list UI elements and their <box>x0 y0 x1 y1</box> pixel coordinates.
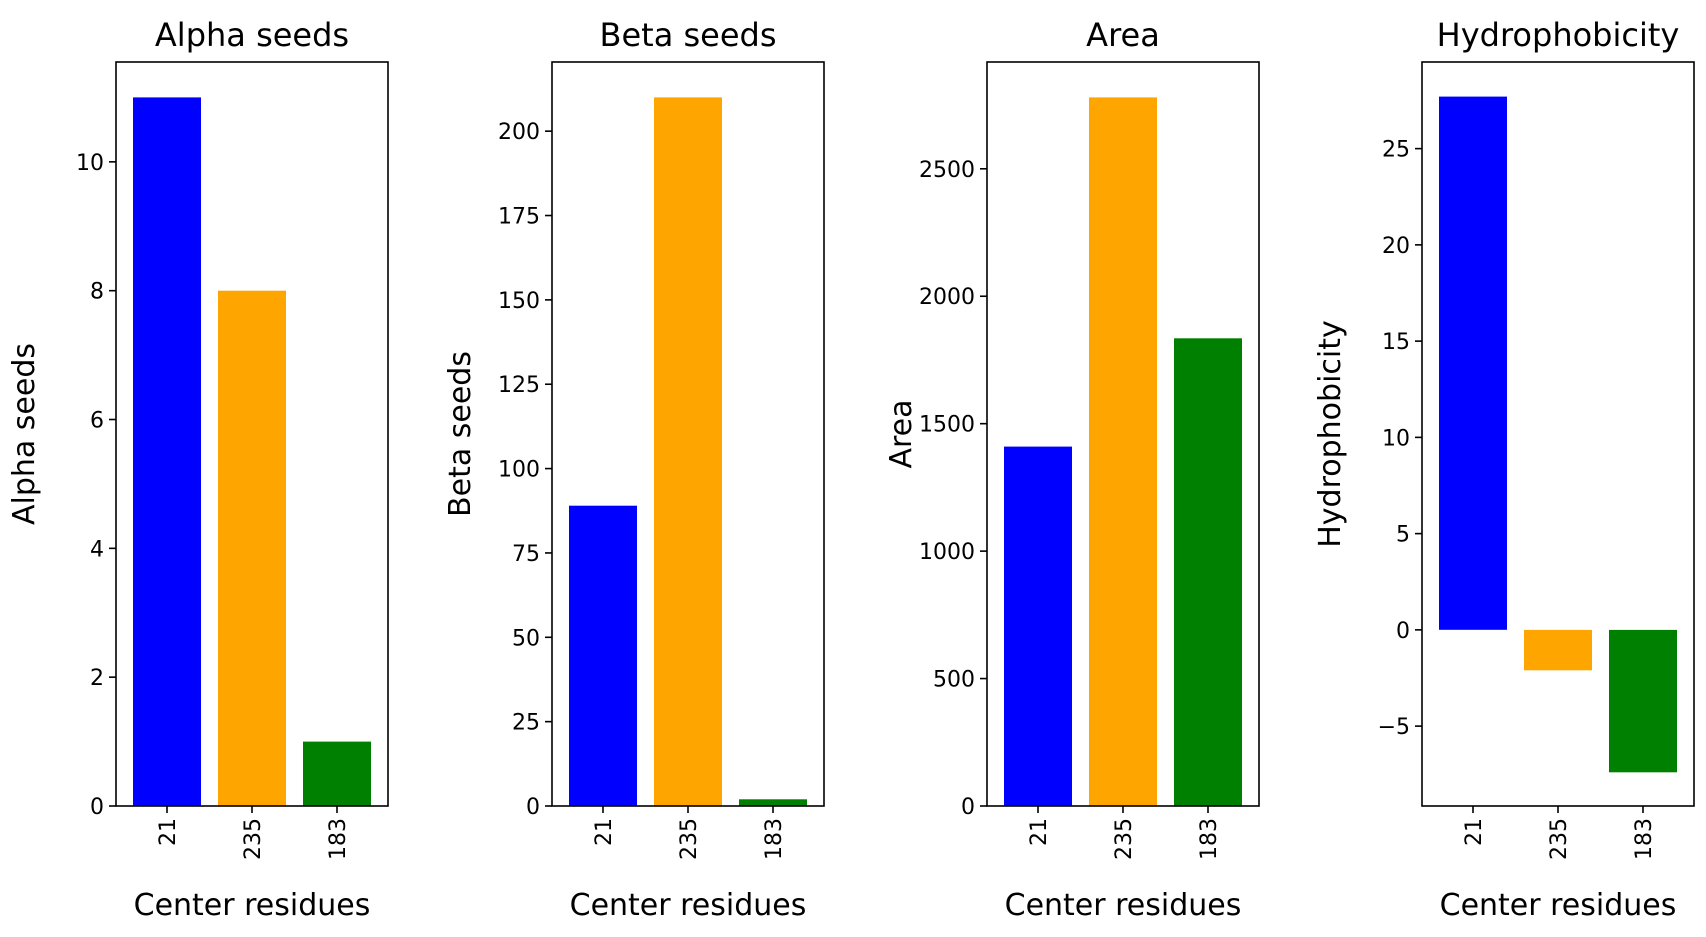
y-tick-label: 0 <box>90 795 104 820</box>
y-tick-label: 50 <box>512 626 540 651</box>
x-axis-label: Center residues <box>134 888 371 923</box>
x-axis-label: Center residues <box>1440 888 1677 923</box>
y-tick-label: 1000 <box>919 540 975 565</box>
y-axis-label: Area <box>884 399 919 468</box>
y-tick-label: 100 <box>498 458 540 483</box>
x-tick-label: 21 <box>1027 818 1052 846</box>
y-tick-label: 0 <box>961 795 975 820</box>
bar-235 <box>1524 629 1592 671</box>
x-tick-label: 235 <box>241 818 266 860</box>
chart-panel-2: 0 25 50 75 100 125 150 175 200 21 235 183 Beta seeds… <box>443 16 825 923</box>
y-tick-label: 0 <box>1396 619 1410 644</box>
y-axis-label: Beta seeds <box>443 351 478 517</box>
x-tick-label: 183 <box>762 818 787 860</box>
x-tick-label: 235 <box>1547 818 1572 860</box>
bar-183 <box>303 741 371 806</box>
y-tick-label: 10 <box>76 151 104 176</box>
y-tick-label: 4 <box>90 537 104 562</box>
bar-183 <box>1174 338 1242 806</box>
bar-183 <box>739 799 807 806</box>
bar-235 <box>1089 97 1157 806</box>
y-tick-label: 200 <box>498 120 540 145</box>
bar-235 <box>218 290 286 806</box>
y-tick-label: 5 <box>1396 523 1410 548</box>
y-tick-label: 2500 <box>919 158 975 183</box>
y-axis-label: Alpha seeds <box>7 343 42 525</box>
y-tick-label: 25 <box>512 711 540 736</box>
y-axis-label: Hydrophobicity <box>1313 320 1348 548</box>
y-tick-label: 20 <box>1382 234 1410 259</box>
y-tick-label: 10 <box>1382 426 1410 451</box>
x-tick-label: 183 <box>1197 818 1222 860</box>
x-axis-label: Center residues <box>570 888 807 923</box>
x-tick-label: 235 <box>677 818 702 860</box>
bar-21 <box>1004 446 1072 806</box>
bar-235 <box>654 97 722 806</box>
y-tick-label: 8 <box>90 280 104 305</box>
y-tick-label: 6 <box>90 409 104 434</box>
y-tick-label: 1500 <box>919 413 975 438</box>
y-tick-label: 75 <box>512 542 540 567</box>
bar-183 <box>1609 629 1677 773</box>
chart-title: Beta seeds <box>600 16 777 54</box>
x-tick-label: 21 <box>592 818 617 846</box>
y-tick-label: 2000 <box>919 285 975 310</box>
x-tick-label: 183 <box>1632 818 1657 860</box>
x-tick-label: 235 <box>1112 818 1137 860</box>
x-tick-label: 21 <box>1462 818 1487 846</box>
y-tick-label: 500 <box>933 668 975 693</box>
chart-panel-4: −5 0 5 10 15 20 25 21 235 183 Hydrophobicity Center… <box>1313 16 1695 923</box>
y-tick-label: 150 <box>498 289 540 314</box>
y-tick-label: −5 <box>1378 715 1410 740</box>
y-tick-label: 0 <box>526 795 540 820</box>
y-tick-label: 15 <box>1382 330 1410 355</box>
chart-panel-1: 0 2 4 6 8 10 21 235 183 Alpha seeds Center residue… <box>7 16 389 923</box>
bar-21 <box>569 505 637 806</box>
chart-title: Area <box>1086 16 1160 54</box>
chart-title: Alpha seeds <box>155 16 349 54</box>
y-tick-label: 2 <box>90 666 104 691</box>
y-tick-label: 125 <box>498 373 540 398</box>
bar-21 <box>1439 96 1507 630</box>
y-tick-label: 25 <box>1382 138 1410 163</box>
chart-panel-3: 0 500 1000 1500 2000 2500 21 235 183 Area Center r… <box>884 16 1260 923</box>
bar-21 <box>133 97 201 806</box>
chart-title: Hydrophobicity <box>1437 16 1680 54</box>
x-tick-label: 21 <box>156 818 181 846</box>
y-tick-label: 175 <box>498 205 540 230</box>
x-tick-label: 183 <box>326 818 351 860</box>
x-axis-label: Center residues <box>1005 888 1242 923</box>
